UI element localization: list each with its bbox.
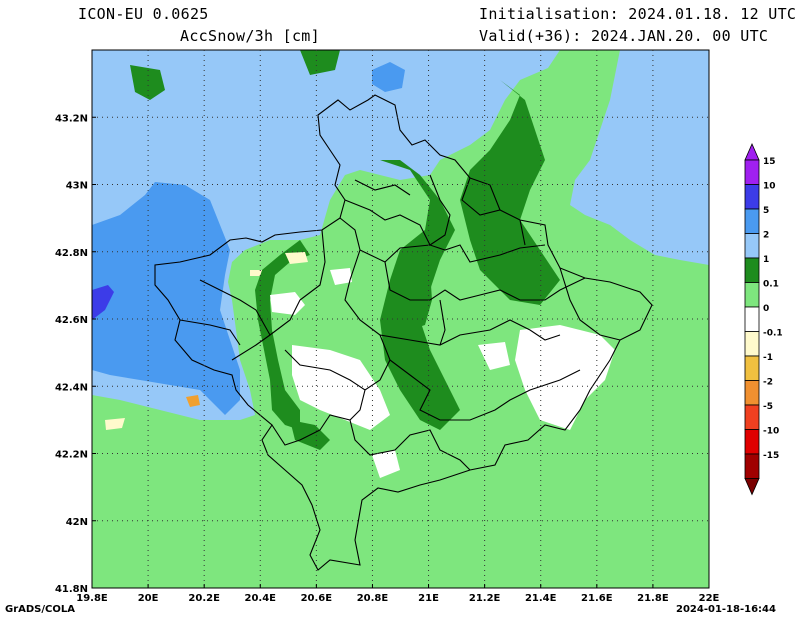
border-internal-7 (271, 389, 366, 446)
border-outline (154, 94, 653, 571)
border-internal-6 (389, 359, 581, 421)
colorbar-label: 0.1 (763, 280, 779, 290)
colorbar-label: -10 (763, 427, 779, 437)
field-light-blue-east (570, 50, 709, 265)
colorbar-swatch (744, 429, 760, 455)
x-tick-label: 19.8E (76, 593, 108, 604)
colorbar-swatch (744, 282, 760, 308)
x-tick-label: 20.2E (188, 593, 220, 604)
border-internal-2 (231, 229, 326, 361)
colorbar-label: 5 (763, 206, 769, 216)
x-tick-label: 21.2E (469, 593, 501, 604)
border-internal-9 (429, 174, 501, 246)
border-internal-11 (344, 179, 431, 246)
x-tick-label: 20.4E (245, 593, 277, 604)
x-tick-label: 21.6E (581, 593, 613, 604)
x-tick-label: 20.8E (357, 593, 389, 604)
initialisation-time: Initialisation: 2024.01.18. 12 UTC (479, 5, 797, 23)
field-white-south-central (292, 345, 390, 430)
colorbar-swatch (744, 331, 760, 357)
colorbar-swatch (744, 453, 760, 479)
colorbar-swatch (744, 208, 760, 234)
colorbar-label: -1 (763, 353, 773, 363)
country-borders (154, 94, 653, 571)
border-internal-4 (384, 261, 586, 301)
x-tick-label: 21.4E (525, 593, 557, 604)
field-dark-blue (92, 285, 114, 320)
model-title: ICON-EU 0.0625 (78, 5, 209, 23)
colorbar-label: -5 (763, 402, 773, 412)
colorbar-swatch (744, 306, 760, 332)
axis-ticks: 19.8E 20E 20.2E 20.4E 20.6E 20.8E 21E 21.2E 21.4… (55, 113, 720, 604)
x-tick-label: 22E (699, 593, 720, 604)
x-tick-label: 20.6E (301, 593, 333, 604)
colorbar-swatch (744, 159, 760, 185)
y-tick-label: 42.6N (55, 315, 88, 326)
y-tick-label: 43N (66, 181, 88, 192)
colorbar-label: 10 (763, 182, 776, 192)
y-tick-label: 42N (66, 517, 88, 528)
colorbar-label: 1 (763, 255, 769, 265)
render-timestamp: 2024-01-18-16:44 (676, 604, 776, 615)
colorbar-label: -2 (763, 378, 773, 388)
colorbar-label: 15 (763, 157, 776, 167)
colorbar-label: -0.1 (763, 329, 783, 339)
x-tick-label: 20E (138, 593, 159, 604)
y-tick-label: 41.8N (55, 584, 88, 595)
field-orange-spot (186, 395, 200, 407)
colorbar-swatch (744, 184, 760, 210)
valid-time: Valid(+36): 2024.JAN.20. 00 UTC (479, 27, 769, 45)
colorbar-swatch (744, 257, 760, 283)
colorbar-label: 0 (763, 304, 769, 314)
field-dark-green-north (460, 80, 560, 305)
y-tick-label: 42.8N (55, 248, 88, 259)
border-internal-1 (339, 217, 546, 263)
colorbar-swatch (744, 404, 760, 430)
y-tick-label: 43.2N (55, 113, 88, 124)
snow-field (92, 50, 709, 588)
x-tick-label: 21.8E (637, 593, 669, 604)
colorbar-swatch (744, 233, 760, 259)
colorbar-label: 2 (763, 231, 769, 241)
field-mid-blue-spot (372, 62, 405, 92)
y-tick-label: 42.4N (55, 382, 88, 393)
field-dark-green-spots (130, 50, 340, 450)
colorbar: 15 10 5 2 1 0.1 0 -0.1 -1 -2 -5 -10 -15 (744, 143, 783, 496)
border-internal-5 (379, 319, 561, 346)
x-tick-label: 21E (418, 593, 439, 604)
software-credit: GrADS/COLA (5, 604, 75, 615)
colorbar-top-arrow (744, 143, 760, 161)
colorbar-swatch (744, 380, 760, 406)
y-tick-label: 42.2N (55, 450, 88, 461)
field-dark-green-ring (392, 255, 432, 330)
border-internal-3 (284, 249, 391, 391)
border-internal-12 (439, 219, 621, 346)
border-internal-8 (349, 419, 471, 471)
colorbar-swatch (744, 355, 760, 381)
field-dark-green-west-arc (255, 240, 310, 430)
colorbar-label: -15 (763, 451, 779, 461)
border-internal-10 (179, 279, 271, 346)
colorbar-bottom-arrow (744, 478, 760, 496)
parameter-title: AccSnow/3h [cm] (180, 27, 320, 45)
